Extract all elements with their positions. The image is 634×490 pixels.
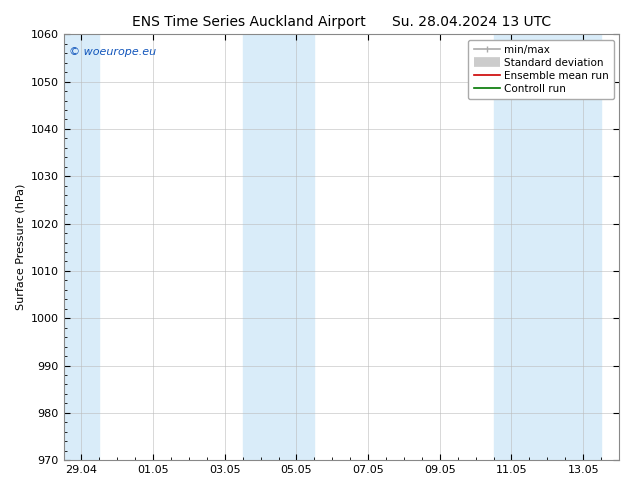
Title: ENS Time Series Auckland Airport      Su. 28.04.2024 13 UTC: ENS Time Series Auckland Airport Su. 28.… xyxy=(132,15,551,29)
Text: © woeurope.eu: © woeurope.eu xyxy=(69,47,156,57)
Bar xyxy=(63,34,100,460)
Legend: min/max, Standard deviation, Ensemble mean run, Controll run: min/max, Standard deviation, Ensemble me… xyxy=(469,40,614,99)
Y-axis label: Surface Pressure (hPa): Surface Pressure (hPa) xyxy=(15,184,25,311)
Bar xyxy=(243,34,314,460)
Bar xyxy=(494,34,601,460)
